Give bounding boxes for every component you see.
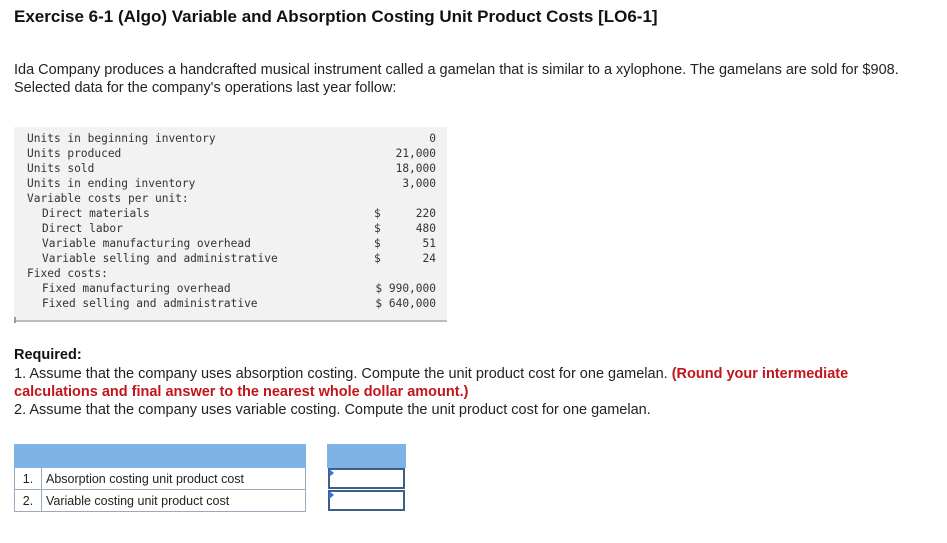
absorption-cost-input[interactable] — [327, 468, 405, 490]
data-row: Units in ending inventory 3,000 — [14, 176, 447, 191]
header-cell — [327, 444, 406, 468]
answer-row-label: Variable costing unit product cost — [41, 489, 306, 512]
data-row: Units in beginning inventory 0 — [14, 131, 447, 146]
required-heading: Required: — [14, 347, 82, 363]
data-label: Variable manufacturing overhead — [42, 237, 251, 250]
variable-cost-input[interactable] — [327, 490, 405, 511]
requirement-2: 2. Assume that the company uses variable… — [14, 401, 929, 419]
data-value: 18,000 — [395, 162, 436, 175]
data-label: Variable costs per unit: — [27, 192, 189, 205]
row-gap — [306, 468, 328, 490]
data-value: $ 640,000 — [375, 297, 436, 310]
answer-table: 1. Absorption costing unit product cost … — [14, 444, 406, 512]
data-label: Direct labor — [42, 222, 123, 235]
data-row: Fixed manufacturing overhead $ 990,000 — [14, 281, 447, 296]
data-row: Variable manufacturing overhead $ 51 — [14, 236, 447, 251]
table-edge-mark — [14, 317, 16, 323]
answer-table-header — [14, 444, 406, 468]
cell-marker-icon — [328, 490, 334, 499]
data-label: Fixed manufacturing overhead — [42, 282, 231, 295]
rounding-note: (Round your intermediate calculations an… — [14, 366, 849, 400]
header-gap — [305, 444, 328, 468]
data-label: Units in beginning inventory — [27, 132, 216, 145]
answer-row-number: 1. — [14, 467, 42, 490]
data-value: 480 — [415, 222, 436, 235]
data-row: Units sold 18,000 — [14, 161, 447, 176]
data-row: Fixed selling and administrative $ 640,0… — [14, 296, 447, 311]
answer-row-number: 2. — [14, 489, 42, 512]
header-cell — [14, 444, 42, 468]
data-label: Fixed costs: — [27, 267, 108, 280]
data-label: Units sold — [27, 162, 95, 175]
data-row: Fixed costs: — [14, 266, 447, 281]
data-currency: $ — [374, 252, 381, 265]
data-row: Direct labor $ 480 — [14, 221, 447, 236]
answer-cell — [327, 489, 406, 512]
data-label: Direct materials — [42, 207, 150, 220]
data-value: $ 990,000 — [375, 282, 436, 295]
data-currency: $ — [374, 237, 381, 250]
data-value: 220 — [415, 207, 436, 220]
data-table: Units in beginning inventory 0 Units pro… — [14, 127, 447, 323]
data-row: Variable costs per unit: — [14, 191, 447, 206]
requirement-2-text: 2. Assume that the company uses variable… — [14, 402, 651, 418]
answer-row-label: Absorption costing unit product cost — [41, 467, 306, 490]
data-value: 24 — [422, 252, 436, 265]
data-label: Units in ending inventory — [27, 177, 196, 190]
header-cell — [41, 444, 306, 468]
data-currency: $ — [374, 222, 381, 235]
data-value: 0 — [429, 132, 436, 145]
answer-row-2: 2. Variable costing unit product cost — [14, 489, 406, 512]
data-row: Variable selling and administrative $ 24 — [14, 251, 447, 266]
cell-marker-icon — [328, 469, 334, 477]
problem-intro: Ida Company produces a handcrafted music… — [14, 62, 899, 96]
data-value: 51 — [422, 237, 436, 250]
data-value: 21,000 — [395, 147, 436, 160]
data-row: Units produced 21,000 — [14, 146, 447, 161]
data-label: Units produced — [27, 147, 122, 160]
answer-row-1: 1. Absorption costing unit product cost — [14, 467, 406, 490]
requirement-1: 1. Assume that the company uses absorpti… — [14, 365, 929, 401]
exercise-title: Exercise 6-1 (Algo) Variable and Absorpt… — [14, 7, 658, 26]
answer-cell — [327, 467, 406, 490]
data-row: Direct materials $ 220 — [14, 206, 447, 221]
data-label: Fixed selling and administrative — [42, 297, 258, 310]
data-label: Variable selling and administrative — [42, 252, 278, 265]
row-gap — [306, 490, 328, 512]
data-value: 3,000 — [402, 177, 436, 190]
data-currency: $ — [374, 207, 381, 220]
requirement-1-text: 1. Assume that the company uses absorpti… — [14, 366, 668, 382]
